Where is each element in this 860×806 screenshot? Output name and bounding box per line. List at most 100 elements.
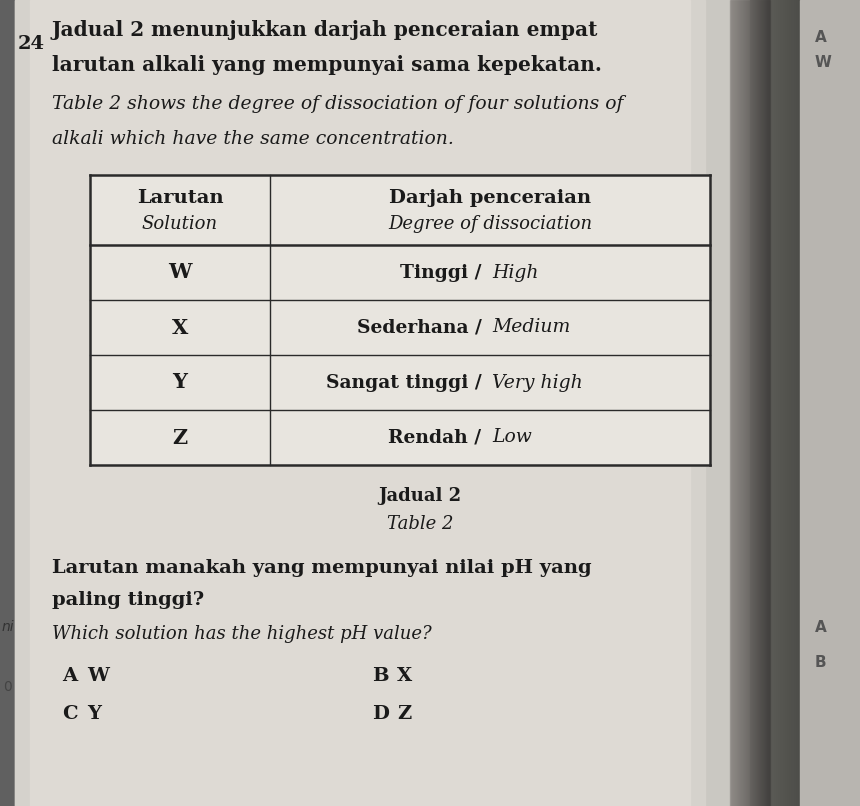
Bar — [836, 0, 837, 806]
Bar — [837, 0, 838, 806]
Bar — [752, 0, 753, 806]
Bar — [760, 0, 761, 806]
Bar — [841, 0, 842, 806]
Bar — [853, 0, 854, 806]
Bar — [831, 0, 832, 806]
Bar — [809, 0, 810, 806]
Bar — [767, 0, 768, 806]
Text: paling tinggi?: paling tinggi? — [52, 591, 204, 609]
Bar — [759, 0, 760, 806]
Bar — [760, 0, 761, 806]
Bar — [767, 0, 768, 806]
Text: W: W — [87, 667, 109, 685]
Bar — [762, 0, 763, 806]
Bar — [755, 0, 756, 806]
Text: ni: ni — [2, 620, 15, 634]
Bar — [761, 0, 762, 806]
Bar — [90, 175, 710, 465]
Bar — [90, 300, 710, 355]
Text: Low: Low — [492, 429, 531, 447]
Bar — [761, 0, 762, 806]
Bar — [806, 0, 807, 806]
Bar — [773, 0, 774, 806]
Bar — [822, 0, 823, 806]
Bar — [90, 410, 710, 465]
Bar — [739, 0, 740, 806]
Bar — [839, 0, 840, 806]
Bar — [814, 0, 815, 806]
Bar — [794, 0, 795, 806]
Bar — [854, 0, 855, 806]
Bar — [749, 0, 750, 806]
Bar — [741, 0, 742, 806]
Bar — [750, 0, 751, 806]
Text: 0: 0 — [3, 680, 12, 694]
Bar — [0, 0, 15, 806]
Bar — [15, 0, 750, 806]
Text: A: A — [62, 667, 77, 685]
Bar — [756, 0, 757, 806]
Bar — [766, 0, 767, 806]
Bar — [90, 355, 710, 410]
Bar — [747, 0, 748, 806]
Bar — [752, 0, 753, 806]
Bar — [827, 0, 828, 806]
Text: Rendah /: Rendah / — [389, 429, 488, 447]
Bar — [786, 0, 787, 806]
Text: Table 2: Table 2 — [387, 515, 453, 533]
Bar — [847, 0, 848, 806]
Text: B: B — [815, 655, 826, 670]
Bar — [856, 0, 857, 806]
Bar — [832, 0, 833, 806]
Bar — [796, 0, 797, 806]
Bar — [766, 0, 767, 806]
Bar — [776, 0, 777, 806]
Bar — [777, 0, 778, 806]
Bar — [810, 0, 811, 806]
Bar — [734, 0, 735, 806]
Bar — [811, 0, 812, 806]
Bar — [769, 0, 770, 806]
Text: Jadual 2 menunjukkan darjah penceraian empat: Jadual 2 menunjukkan darjah penceraian e… — [52, 20, 599, 40]
Bar — [737, 0, 738, 806]
Bar — [824, 0, 825, 806]
Text: A: A — [815, 620, 826, 635]
Bar — [828, 0, 829, 806]
Bar — [850, 0, 851, 806]
Bar — [779, 0, 780, 806]
Bar — [748, 0, 749, 806]
Bar — [783, 0, 784, 806]
Bar — [804, 0, 805, 806]
Bar — [753, 0, 754, 806]
Bar — [745, 0, 746, 806]
Bar — [844, 0, 845, 806]
Bar — [756, 0, 757, 806]
Bar — [819, 0, 820, 806]
Bar — [775, 0, 776, 806]
Bar — [803, 0, 804, 806]
Bar — [30, 0, 690, 806]
Text: W: W — [815, 55, 832, 70]
Text: C: C — [62, 705, 77, 723]
Bar — [845, 0, 846, 806]
Bar — [790, 0, 791, 806]
Bar — [787, 0, 788, 806]
Text: Jadual 2: Jadual 2 — [378, 487, 462, 505]
Bar — [821, 0, 822, 806]
Bar — [788, 0, 789, 806]
Bar — [800, 0, 801, 806]
Bar — [849, 0, 850, 806]
Text: Z: Z — [397, 705, 411, 723]
Bar — [800, 0, 860, 806]
Bar — [90, 245, 710, 300]
Bar — [855, 0, 856, 806]
Bar — [757, 0, 758, 806]
Text: larutan alkali yang mempunyai sama kepekatan.: larutan alkali yang mempunyai sama kepek… — [52, 55, 602, 75]
Bar — [751, 0, 752, 806]
Bar — [738, 0, 739, 806]
Bar — [90, 175, 710, 245]
Bar — [750, 0, 751, 806]
Bar — [808, 0, 809, 806]
Bar — [765, 0, 766, 806]
Bar — [763, 0, 764, 806]
